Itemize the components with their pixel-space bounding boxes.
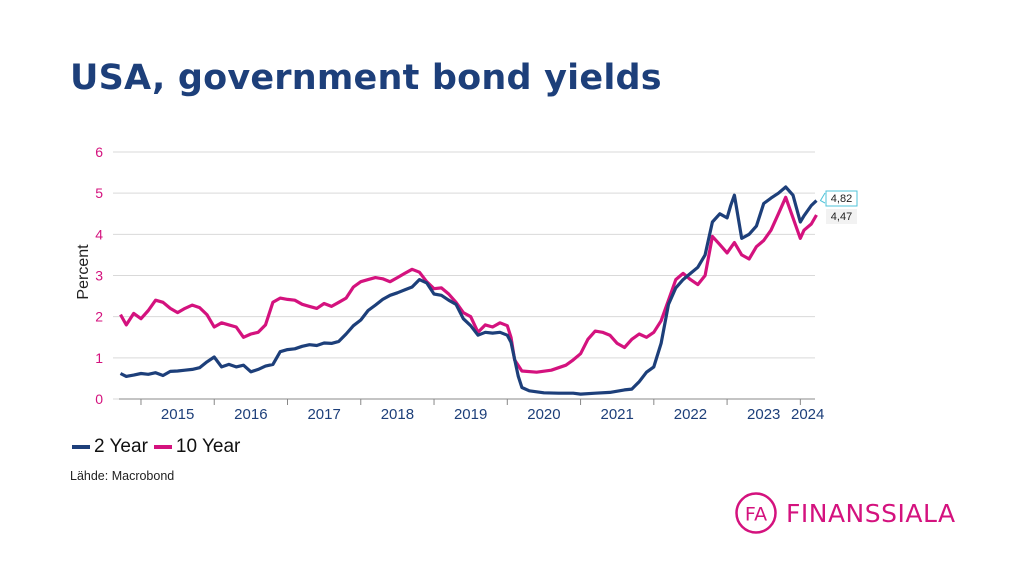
x-tick-label-2015: 2015	[161, 406, 194, 423]
end-label-box-2-year	[825, 190, 858, 207]
x-tick-label-2022: 2022	[674, 406, 707, 423]
source-note: Lähde: Macrobond	[70, 469, 175, 483]
y-tick-label-2: 2	[95, 309, 103, 325]
series-line-2-year	[119, 185, 818, 396]
legend-item-2-year[interactable]: 2 Year	[72, 436, 148, 458]
legend-label-10-year: 10 Year	[175, 436, 241, 457]
end-label-2-year: 4,82	[831, 193, 852, 205]
x-tick-label-2021: 2021	[601, 406, 634, 423]
end-labels: 4,82 4,47	[819, 190, 858, 224]
fa-logo-icon: FA	[735, 492, 777, 534]
x-tick-label-2020: 2020	[527, 406, 560, 423]
end-label-10-year: 4,47	[831, 211, 852, 223]
y-tick-label-1: 1	[95, 350, 103, 366]
x-axis: 2015 2016 2017 2018 2019 2020 2021 2022 2023 2024	[119, 398, 824, 423]
y-tick-label-6: 6	[95, 144, 103, 160]
x-tick-label-2018: 2018	[381, 406, 414, 423]
series-line-10-year	[119, 195, 818, 374]
end-label-pointer-2-year	[819, 192, 826, 204]
logo-text: FINANSSIALA	[786, 498, 956, 528]
x-tick-label-2023: 2023	[747, 406, 780, 423]
legend-label-2-year: 2 Year	[94, 436, 148, 457]
series-group	[119, 185, 818, 396]
legend-swatch-10-year	[153, 445, 172, 449]
x-tick-label-2019: 2019	[454, 406, 487, 423]
x-tick-label-2016: 2016	[234, 406, 267, 423]
legend-swatch-2-year	[72, 445, 90, 449]
y-tick-label-3: 3	[95, 268, 103, 284]
bond-yield-chart: 0 1 2 3 4 5 6 2015 2016 2017 2018 2019 2020 2021 2022…	[75, 144, 858, 423]
finanssiala-logo: FA FINANSSIALA	[734, 491, 956, 535]
page-title: USA, government bond yields	[70, 58, 662, 98]
y-tick-label-0: 0	[95, 391, 103, 407]
x-tick-label-2024: 2024	[791, 406, 824, 423]
legend: 2 Year 10 Year	[72, 436, 246, 458]
y-axis-label: Percent	[75, 244, 92, 300]
x-tick-label-2017: 2017	[307, 406, 340, 423]
legend-item-10-year[interactable]: 10 Year	[153, 436, 241, 458]
logo-mark: FA	[745, 504, 767, 526]
y-tick-label-4: 4	[95, 226, 103, 242]
end-label-box-10-year	[826, 209, 857, 224]
y-tick-label-5: 5	[95, 185, 103, 201]
y-axis-ticks: 0 1 2 3 4 5 6	[95, 144, 103, 407]
